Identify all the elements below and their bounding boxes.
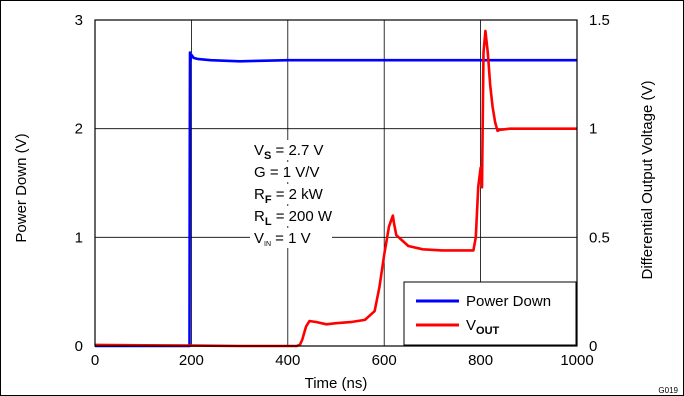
annotation-main: R bbox=[254, 208, 265, 225]
annotation-subscript: S bbox=[264, 150, 271, 162]
legend-label: VOUT bbox=[466, 317, 500, 337]
y2-tick-label: 0.5 bbox=[589, 229, 610, 246]
x-tick-label: 1000 bbox=[560, 352, 593, 369]
legend-label-main: V bbox=[466, 317, 476, 334]
annotation-rest: = 200 W bbox=[272, 208, 333, 225]
x-tick-label: 400 bbox=[275, 352, 300, 369]
annotation-main: R bbox=[254, 186, 265, 203]
annotation-rest: = 1 V bbox=[271, 230, 311, 247]
y2-tick-label: 1.5 bbox=[589, 12, 610, 29]
annotation-subscript: L bbox=[265, 216, 272, 228]
annotation-bg bbox=[250, 162, 332, 182]
annotation-bg bbox=[250, 140, 340, 160]
annotation-main: V bbox=[254, 230, 264, 247]
x-tick-label: 0 bbox=[91, 352, 99, 369]
annotation-bg bbox=[250, 184, 332, 204]
annotation-rest: = 2.7 V bbox=[271, 142, 323, 159]
y2-tick-label: 0 bbox=[589, 338, 597, 355]
legend-label-main: Power Down bbox=[466, 293, 551, 310]
series-line-power-down bbox=[95, 51, 577, 348]
figure-id: G019 bbox=[658, 386, 678, 395]
y-tick-label: 3 bbox=[75, 12, 83, 29]
y2-axis-title: Differential Output Voltage (V) bbox=[639, 80, 656, 279]
y-tick-label: 0 bbox=[75, 338, 83, 355]
series-layer bbox=[94, 29, 577, 348]
annotation-rest: = 2 kW bbox=[272, 186, 324, 203]
annotation-line: VIN = 1 V bbox=[254, 230, 311, 248]
annotation-subscript: F bbox=[265, 194, 272, 206]
x-tick-label: 200 bbox=[179, 352, 204, 369]
series-line-vout bbox=[94, 29, 577, 348]
y-axis-title: Power Down (V) bbox=[13, 133, 30, 242]
annotation-bg bbox=[250, 228, 332, 248]
annotation-line: RL = 200 W bbox=[254, 208, 333, 228]
legend-box bbox=[403, 281, 577, 346]
annotation-line: VS = 2.7 V bbox=[254, 142, 323, 162]
y-tick-label: 1 bbox=[75, 229, 83, 246]
annotation-main: V bbox=[254, 142, 264, 159]
x-axis-title: Time (ns) bbox=[305, 375, 368, 392]
y2-tick-label: 1 bbox=[589, 121, 597, 138]
x-tick-label: 800 bbox=[468, 352, 493, 369]
y-tick-label: 2 bbox=[75, 121, 83, 138]
annotation-line: G = 1 V/V bbox=[254, 164, 319, 181]
legend: Power Down VOUT bbox=[403, 281, 577, 346]
annotation-subscript: IN bbox=[264, 241, 271, 248]
annotation-bg bbox=[250, 206, 340, 226]
x-tick-label: 600 bbox=[372, 352, 397, 369]
plot-border bbox=[94, 19, 578, 347]
annotation-main: G = 1 V/V bbox=[254, 164, 319, 181]
legend-label-subscript: OUT bbox=[476, 325, 500, 337]
legend-label: Power Down bbox=[466, 293, 551, 310]
annotation-line: RF = 2 kW bbox=[254, 186, 324, 206]
